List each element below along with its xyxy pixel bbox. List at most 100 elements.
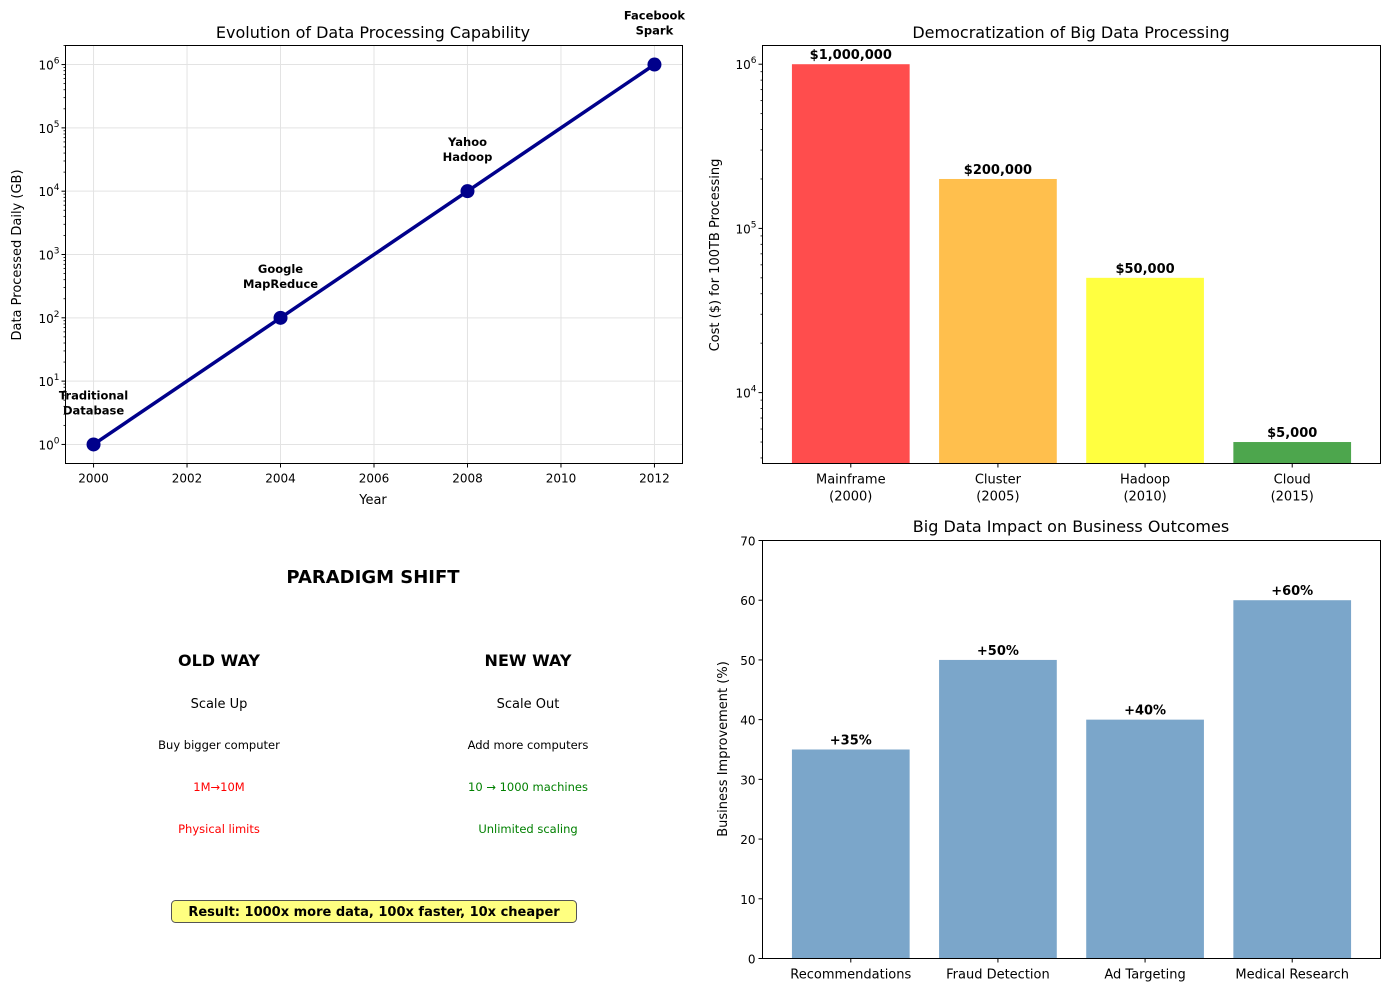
x-tick-label: 2006 bbox=[359, 472, 390, 486]
y-tick-label: 60 bbox=[740, 594, 755, 608]
x-tick-label: Medical Research bbox=[1235, 968, 1349, 983]
y-tick-label: 103 bbox=[38, 247, 59, 263]
y-tick-label: 10 bbox=[740, 893, 755, 907]
business-impact-chart: 0 10 20 30 40 50 60 70 Recommendations Fraud Det… bbox=[716, 517, 1381, 983]
point-annotation: Spark bbox=[636, 24, 674, 38]
old-way-line4: Physical limits bbox=[178, 822, 260, 836]
tick-base: 10 bbox=[38, 59, 53, 73]
point-annotation: MapReduce bbox=[243, 277, 318, 291]
bar-value-label: $50,000 bbox=[1115, 262, 1174, 277]
data-point bbox=[460, 184, 475, 199]
x-tick-label: Cloud bbox=[1274, 473, 1311, 488]
y-tick-label: 104 bbox=[735, 385, 756, 401]
x-tick-label: 2004 bbox=[265, 472, 296, 486]
tick-exponent: 3 bbox=[54, 247, 60, 257]
x-tick-label: (2000) bbox=[829, 490, 872, 505]
point-annotation: Traditional bbox=[59, 388, 128, 402]
cost-bar bbox=[1086, 277, 1204, 464]
x-tick-label: Ad Targeting bbox=[1104, 968, 1185, 983]
x-tick-label: 2012 bbox=[639, 472, 670, 486]
new-way-line3: 10 → 1000 machines bbox=[468, 780, 588, 794]
tick-exponent: 6 bbox=[751, 56, 757, 66]
tick-exponent: 5 bbox=[54, 120, 60, 130]
tick-base: 10 bbox=[735, 222, 750, 236]
tick-base: 10 bbox=[38, 438, 53, 452]
tick-exponent: 4 bbox=[751, 385, 757, 395]
x-tick-label: Cluster bbox=[975, 473, 1022, 488]
data-line bbox=[92, 63, 656, 446]
x-tick-label: 2010 bbox=[546, 472, 577, 486]
bar-value-label: +35% bbox=[830, 734, 872, 749]
x-axis-label: Year bbox=[358, 493, 387, 508]
cost-bar bbox=[939, 178, 1057, 464]
y-tick-label: 30 bbox=[740, 773, 755, 787]
y-tick-label: 70 bbox=[740, 535, 755, 549]
processing-capability-chart: 2000 2002 2004 2006 2008 2010 2012 10010110210… bbox=[10, 9, 685, 508]
y-tick-label: 0 bbox=[748, 953, 756, 967]
bar-value-label: +60% bbox=[1271, 584, 1313, 599]
x-tick-label: 2008 bbox=[452, 472, 483, 486]
tick-base: 10 bbox=[38, 122, 53, 136]
x-tick-label: (2015) bbox=[1271, 490, 1314, 505]
cost-bar bbox=[791, 64, 910, 464]
x-tick-label: Fraud Detection bbox=[946, 968, 1050, 983]
bar-value-label: +40% bbox=[1124, 704, 1166, 719]
chart-title: Democratization of Big Data Processing bbox=[912, 23, 1229, 42]
x-tick-label: Recommendations bbox=[790, 968, 911, 983]
data-point bbox=[647, 57, 662, 72]
x-tick-label: 2002 bbox=[172, 472, 203, 486]
y-tick-label: 106 bbox=[38, 57, 59, 73]
y-tick-label: 106 bbox=[735, 56, 756, 72]
x-tick-label: Mainframe bbox=[816, 473, 886, 488]
tick-base: 10 bbox=[38, 249, 53, 263]
point-annotation: Facebook bbox=[624, 9, 686, 23]
x-tick-label: (2005) bbox=[976, 490, 1019, 505]
new-way-heading: NEW WAY bbox=[485, 651, 572, 670]
y-tick-label: 105 bbox=[735, 220, 756, 236]
old-way-line1: Scale Up bbox=[191, 697, 248, 712]
y-tick-label: 100 bbox=[38, 436, 59, 452]
bar-value-label: $200,000 bbox=[964, 163, 1032, 178]
result-text: Result: 1000x more data, 100x faster, 10… bbox=[188, 905, 560, 920]
tick-exponent: 1 bbox=[54, 373, 60, 383]
tick-base: 10 bbox=[735, 58, 750, 72]
point-annotation: Database bbox=[63, 403, 124, 417]
x-tick-label: (2010) bbox=[1123, 490, 1166, 505]
tick-exponent: 0 bbox=[54, 436, 60, 446]
impact-bar bbox=[791, 749, 910, 959]
y-axis-label: Business Improvement (%) bbox=[716, 661, 731, 837]
new-way-line4: Unlimited scaling bbox=[478, 822, 577, 836]
y-axis-label: Cost ($) for 100TB Processing bbox=[708, 159, 723, 352]
impact-bar bbox=[1233, 600, 1352, 959]
result-box bbox=[171, 900, 577, 923]
old-way-heading: OLD WAY bbox=[178, 651, 260, 670]
paradigm-shift-panel: PARADIGM SHIFT OLD WAY Scale Up Buy bigg… bbox=[158, 567, 588, 923]
chart-title: Evolution of Data Processing Capability bbox=[216, 23, 530, 42]
y-tick-label: 102 bbox=[38, 310, 59, 326]
bar-value-label: $5,000 bbox=[1267, 426, 1317, 441]
tick-exponent: 2 bbox=[54, 310, 60, 320]
chart-title: Big Data Impact on Business Outcomes bbox=[913, 517, 1229, 536]
y-tick-label: 101 bbox=[38, 373, 59, 389]
tick-exponent: 6 bbox=[54, 57, 60, 67]
y-tick-label: 50 bbox=[740, 654, 755, 668]
bar-value-label: +50% bbox=[977, 644, 1019, 659]
tick-base: 10 bbox=[735, 387, 750, 401]
y-tick-label: 40 bbox=[740, 714, 755, 728]
old-way-line3: 1M→10M bbox=[193, 780, 244, 794]
data-point bbox=[273, 310, 288, 325]
tick-base: 10 bbox=[38, 312, 53, 326]
x-tick-label: 2000 bbox=[78, 472, 109, 486]
y-tick-label: 105 bbox=[38, 120, 59, 136]
data-point bbox=[86, 437, 101, 452]
bar-value-label: $1,000,000 bbox=[810, 48, 892, 63]
point-annotation: Yahoo bbox=[447, 135, 487, 149]
point-annotation: Google bbox=[258, 262, 303, 276]
tick-exponent: 5 bbox=[751, 220, 757, 230]
plot-frame bbox=[762, 45, 1381, 464]
tick-base: 10 bbox=[38, 185, 53, 199]
old-way-line2: Buy bigger computer bbox=[158, 738, 280, 752]
tick-exponent: 4 bbox=[54, 183, 60, 193]
